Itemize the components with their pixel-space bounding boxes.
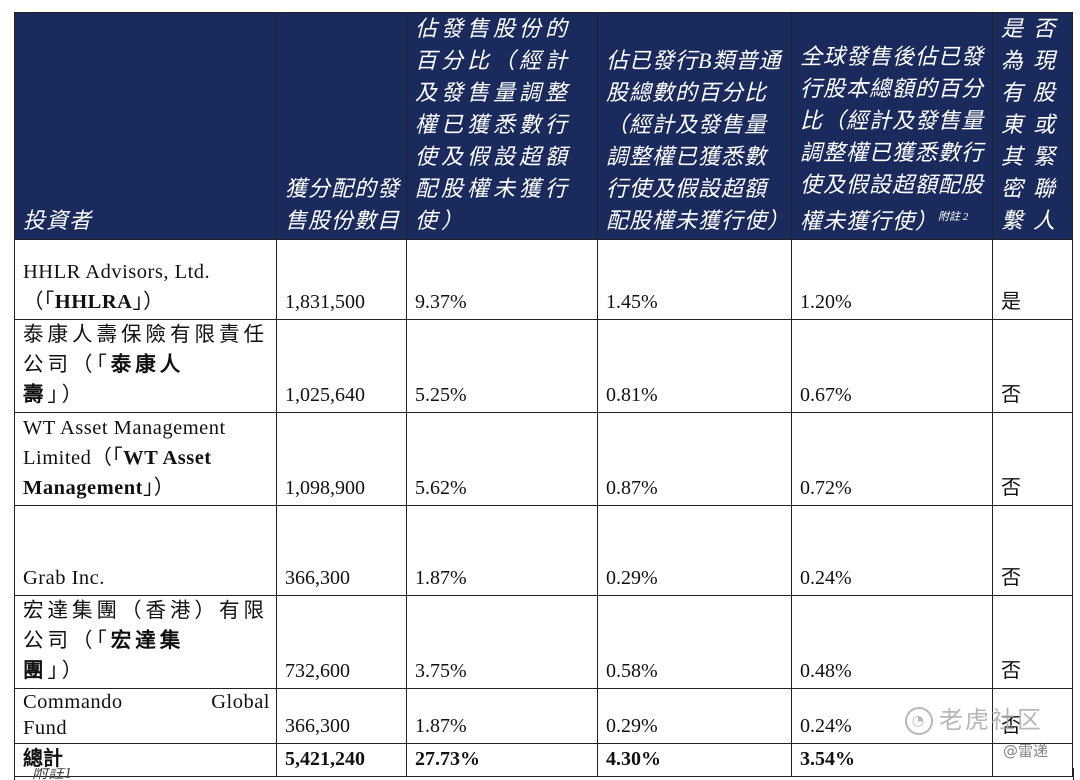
header-pct-classb-text: 佔已發行B類普通股總數的百分比（經計及發售量調整權已獲悉數行使及假設超額配股權未… bbox=[606, 48, 791, 233]
investor-name: HHLR Advisors, Ltd. （「HHLRA」） bbox=[14, 239, 277, 320]
total-pct-classb: 4.30% bbox=[597, 743, 792, 777]
tiger-logo-icon: ◔ bbox=[905, 707, 933, 735]
header-pct-offer: 佔發售股份的百分比（經計及發售量調整權已獲悉數行使及假設超額配股權未獲行使） bbox=[406, 12, 598, 240]
shares-cell: 366,300 bbox=[276, 688, 407, 744]
total-row: 總計 5,421,240 27.73% 4.30% 3.54% bbox=[14, 743, 1073, 777]
pct-offer-cell: 1.87% bbox=[406, 688, 598, 744]
investor-name-text: 宏達集團（香港）有限公司（「 bbox=[23, 600, 268, 652]
table-row: 泰康人壽保險有限責任公司（「泰康人壽」） 1,025,640 5.25% 0.8… bbox=[14, 319, 1073, 413]
investor-name-bracket-open: （「 bbox=[23, 291, 55, 313]
table-row: 宏達集團（香港）有限公司（「宏達集團」） 732,600 3.75% 0.58%… bbox=[14, 595, 1073, 689]
pct-classb-cell: 0.29% bbox=[597, 688, 792, 744]
watermark: ◔ 老虎社区 bbox=[905, 700, 1043, 735]
existing-cell: 否 bbox=[992, 505, 1073, 596]
existing-cell: 否 bbox=[992, 595, 1073, 689]
footnote: 附註1 bbox=[32, 768, 73, 780]
pct-classb-cell: 0.81% bbox=[597, 319, 792, 413]
pct-classb-cell: 0.87% bbox=[597, 412, 792, 506]
investor-name-bracket-close: 」） bbox=[132, 291, 165, 313]
total-pct-offer: 27.73% bbox=[406, 743, 598, 777]
pct-global-cell: 0.48% bbox=[791, 595, 993, 689]
header-existing: 是否為現有股東或其緊密聯繫人 bbox=[992, 12, 1073, 240]
investor-short-name: WT Asset bbox=[123, 447, 212, 469]
investor-name: WT Asset Management Limited（「WT Asset Mana… bbox=[14, 412, 277, 506]
total-shares: 5,421,240 bbox=[276, 743, 407, 777]
pct-offer-cell: 1.87% bbox=[406, 505, 598, 596]
investor-name-text: 泰康人壽保險有限責任公司（「 bbox=[23, 324, 268, 376]
header-shares: 獲分配的發售股份數目 bbox=[276, 12, 407, 240]
shares-cell: 366,300 bbox=[276, 505, 407, 596]
investor-short-name: 宏達集 bbox=[110, 630, 185, 652]
investor-short-name-cont: 團 bbox=[23, 660, 48, 682]
investor-name: 宏達集團（香港）有限公司（「宏達集團」） bbox=[14, 595, 277, 689]
investor-short-name-cont: Management bbox=[23, 477, 144, 499]
header-pct-global: 全球發售後佔已發行股本總額的百分比（經計及發售量調整權已獲悉數行使及假設超額配股… bbox=[791, 12, 993, 240]
footnote-box bbox=[14, 768, 1074, 780]
investor-name-word: Commando bbox=[23, 691, 123, 713]
pct-classb-cell: 0.58% bbox=[597, 595, 792, 689]
investor-short-name-cont: 壽 bbox=[23, 384, 48, 406]
watermark-text: 老虎社区 bbox=[939, 706, 1043, 734]
pct-offer-cell: 5.62% bbox=[406, 412, 598, 506]
shares-cell: 732,600 bbox=[276, 595, 407, 689]
header-pct-classb: 佔已發行B類普通股總數的百分比（經計及發售量調整權已獲悉數行使及假設超額配股權未… bbox=[597, 12, 792, 240]
existing-cell: 否 bbox=[992, 412, 1073, 506]
pct-global-cell: 0.24% bbox=[791, 688, 993, 744]
investor-name-text: HHLR Advisors, Ltd. bbox=[23, 261, 211, 283]
total-pct-global: 3.54% bbox=[791, 743, 993, 777]
investor-name: Commando Global Fund bbox=[14, 688, 277, 744]
pct-offer-cell: 5.25% bbox=[406, 319, 598, 413]
total-label: 總計 bbox=[14, 743, 277, 777]
pct-offer-cell: 9.37% bbox=[406, 239, 598, 320]
investor-short-name: 泰康人 bbox=[110, 354, 185, 376]
header-pct-global-text: 全球發售後佔已發行股本總額的百分比（經計及發售量調整權已獲悉數行使及假設超額配股… bbox=[800, 43, 985, 233]
pct-global-cell: 1.20% bbox=[791, 239, 993, 320]
investor-name-bracket-close: 」） bbox=[47, 384, 87, 406]
header-row: 投資者 獲分配的發售股份數目 佔發售股份的百分比（經計及發售量調整權已獲悉數行使… bbox=[14, 12, 1073, 240]
existing-cell: 是 bbox=[992, 239, 1073, 320]
investor-name-line: Commando Global bbox=[23, 689, 270, 715]
pct-global-cell: 0.67% bbox=[791, 319, 993, 413]
shares-cell: 1,098,900 bbox=[276, 412, 407, 506]
pct-global-cell: 0.72% bbox=[791, 412, 993, 506]
header-investor: 投資者 bbox=[14, 12, 277, 240]
shares-cell: 1,025,640 bbox=[276, 319, 407, 413]
investor-allocation-table: 投資者 獲分配的發售股份數目 佔發售股份的百分比（經計及發售量調整權已獲悉數行使… bbox=[14, 12, 1073, 777]
watermark-handle: @雷递 bbox=[1003, 742, 1049, 760]
shares-cell: 1,831,500 bbox=[276, 239, 407, 320]
table-row: WT Asset Management Limited（「WT Asset Mana… bbox=[14, 412, 1073, 506]
investor-name: Grab Inc. bbox=[14, 505, 277, 596]
investor-name-text: WT Asset Management bbox=[23, 417, 226, 439]
pct-classb-cell: 1.45% bbox=[597, 239, 792, 320]
investor-name-text-cont: Limited（「 bbox=[23, 447, 124, 469]
table-row: Grab Inc. 366,300 1.87% 0.29% 0.24% 否 bbox=[14, 505, 1073, 596]
header-pct-global-note: 附註 2 bbox=[938, 210, 969, 223]
investor-short-name: HHLRA bbox=[54, 291, 133, 313]
investor-name-word: Global bbox=[211, 691, 270, 713]
pct-offer-cell: 3.75% bbox=[406, 595, 598, 689]
total-existing bbox=[992, 743, 1073, 777]
investor-name: 泰康人壽保險有限責任公司（「泰康人壽」） bbox=[14, 319, 277, 413]
investor-name-bracket-close: 」） bbox=[143, 477, 175, 499]
existing-cell: 否 bbox=[992, 319, 1073, 413]
pct-classb-cell: 0.29% bbox=[597, 505, 792, 596]
table-row: HHLR Advisors, Ltd. （「HHLRA」） 1,831,500 9… bbox=[14, 239, 1073, 320]
investor-name-bracket-close: 」） bbox=[47, 660, 87, 682]
pct-global-cell: 0.24% bbox=[791, 505, 993, 596]
investor-name-text-cont: Fund bbox=[23, 717, 68, 739]
